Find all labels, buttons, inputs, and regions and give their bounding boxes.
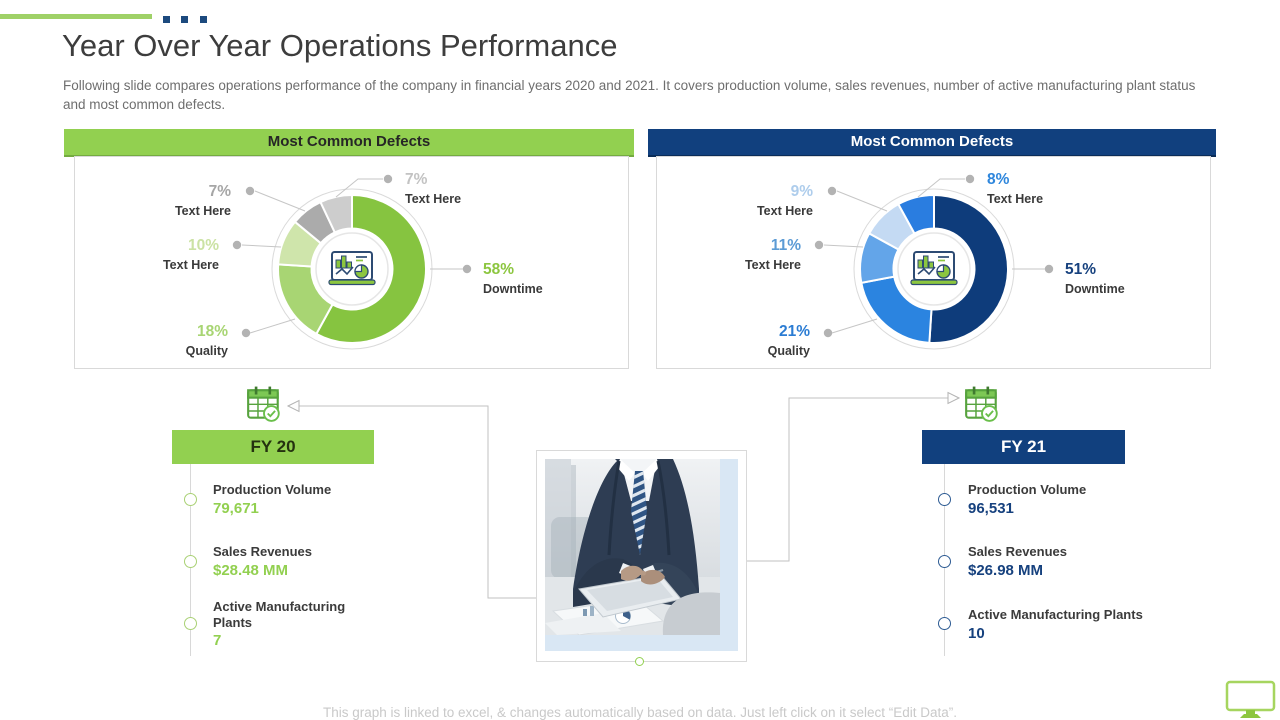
arrowhead-right-icon — [947, 391, 961, 405]
callout-leader-line — [823, 244, 864, 248]
arrowhead-left-icon — [286, 399, 300, 413]
donut-segment-7pct — [319, 193, 353, 234]
callout-dot — [383, 174, 393, 184]
kpi-active-plants-fy21: Active Manufacturing Plants 10 — [968, 607, 1183, 642]
callout-percent: 7% — [209, 183, 232, 200]
image-anchor-dot — [635, 657, 644, 666]
callout-percent: 21% — [779, 323, 810, 340]
callout-dot — [232, 240, 242, 250]
callout-label: Text Here — [405, 192, 461, 206]
kpi-label: Sales Revenues — [213, 544, 313, 559]
kpi-value: 79,671 — [213, 499, 259, 517]
fy20-header-bar: FY 20 — [172, 430, 374, 464]
callout-label: Quality — [768, 344, 810, 358]
kpi-sales-revenues-fy20: Sales Revenues $28.48 MM — [213, 544, 383, 579]
kpi-label: Sales Revenues — [968, 544, 1068, 559]
timeline-node — [184, 555, 197, 568]
calendar-check-icon — [965, 386, 998, 422]
kpi-value: 96,531 — [968, 499, 1014, 517]
callout-dot — [462, 264, 472, 274]
kpi-value: $26.98 MM — [968, 561, 1044, 579]
timeline-node — [938, 617, 951, 630]
callout-percent: 9% — [791, 183, 814, 200]
callout-label: Text Here — [757, 204, 813, 218]
callout-percent: 58% — [483, 261, 514, 278]
kpi-label: Active Manufacturing Plants — [213, 599, 346, 630]
timeline-node — [184, 617, 197, 630]
accent-square — [200, 16, 207, 23]
calendar-check-icon — [247, 386, 280, 422]
callout-dot — [965, 174, 975, 184]
dashboard-analytics-icon — [910, 251, 958, 286]
kpi-value: 10 — [968, 624, 985, 642]
accent-bar — [0, 14, 152, 19]
chart-panel-fy21: 51% Downtime 21% Quality 11% Text Here 9% Text … — [656, 156, 1211, 369]
timeline-node — [938, 555, 951, 568]
center-image-box — [536, 450, 747, 666]
callout-label: Downtime — [1065, 282, 1125, 296]
timeline-node — [184, 493, 197, 506]
kpi-label: Production Volume — [968, 482, 1087, 497]
callout-label: Text Here — [745, 258, 801, 272]
page-subtitle: Following slide compares operations perf… — [63, 78, 1196, 112]
callout-dot — [241, 328, 251, 338]
callout-leader-line — [917, 178, 965, 198]
callout-label: Downtime — [483, 282, 543, 296]
timeline-node — [938, 493, 951, 506]
callout-dot — [827, 186, 837, 196]
page-title: Year Over Year Operations Performance — [62, 28, 618, 63]
kpi-label: Active Manufacturing Plants — [968, 607, 1143, 622]
callout-percent: 7% — [405, 171, 428, 188]
donut-segment-8pct — [896, 193, 935, 235]
connector-right — [746, 391, 961, 562]
fy21-header-bar: FY 21 — [922, 430, 1125, 464]
callout-label: Quality — [186, 344, 228, 358]
donut-chart-fy20: 58% Downtime 18% Quality 10% Text Here 7% Text … — [163, 171, 543, 358]
donut-segment-51pct — [928, 193, 1009, 344]
callout-leader-line — [831, 318, 878, 334]
chart-header-fy20: Most Common Defects — [64, 129, 634, 157]
monitor-icon — [1225, 680, 1276, 718]
callout-dot — [823, 328, 833, 338]
callout-leader-line — [249, 318, 296, 334]
kpi-production-volume-fy20: Production Volume 79,671 — [213, 482, 383, 517]
donut-chart-fy21: 51% Downtime 21% Quality 11% Text Here 9% Text … — [745, 171, 1125, 358]
accent-square — [181, 16, 188, 23]
callout-label: Text Here — [175, 204, 231, 218]
kpi-production-volume-fy21: Production Volume 96,531 — [968, 482, 1178, 517]
dashboard-analytics-icon — [328, 251, 376, 286]
kpi-label: Production Volume — [213, 482, 332, 497]
photo-businessman-tablet — [545, 459, 720, 635]
chart-header-fy21: Most Common Defects — [648, 129, 1216, 157]
callout-dot — [814, 240, 824, 250]
callout-percent: 51% — [1065, 261, 1096, 278]
donut-segment-58pct — [314, 193, 427, 344]
callout-dot — [1044, 264, 1054, 274]
kpi-value: $28.48 MM — [213, 561, 289, 579]
callout-label: Text Here — [987, 192, 1043, 206]
callout-leader-line — [335, 178, 383, 198]
callout-percent: 10% — [188, 237, 219, 254]
kpi-sales-revenues-fy21: Sales Revenues $26.98 MM — [968, 544, 1178, 579]
callout-percent: 18% — [197, 323, 228, 340]
kpi-active-plants-fy20: Active Manufacturing Plants 7 — [213, 599, 363, 649]
callout-dot — [245, 186, 255, 196]
callout-percent: 8% — [987, 171, 1010, 188]
footnote: This graph is linked to excel, & changes… — [322, 704, 958, 720]
accent-square — [163, 16, 170, 23]
callout-leader-line — [254, 190, 306, 212]
callout-label: Text Here — [163, 258, 219, 272]
callout-percent: 11% — [771, 237, 801, 254]
chart-panel-fy20: 58% Downtime 18% Quality 10% Text Here 7% Text … — [74, 156, 629, 369]
callout-leader-line — [241, 244, 282, 248]
callout-leader-line — [836, 190, 888, 212]
kpi-value: 7 — [213, 632, 222, 649]
